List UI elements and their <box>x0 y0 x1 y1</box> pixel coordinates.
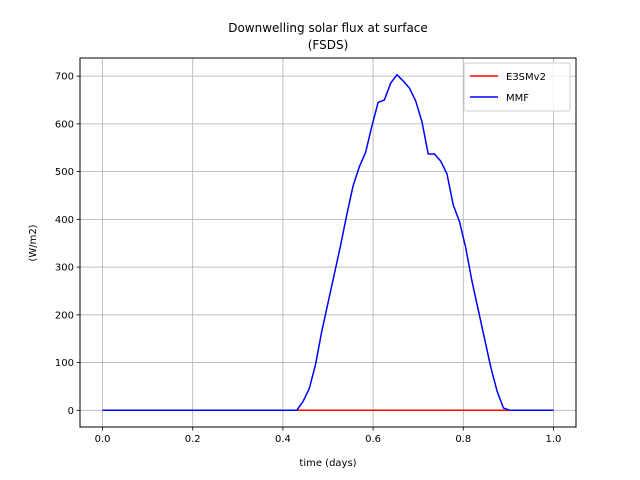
legend-label: MMF <box>506 93 529 104</box>
x-axis-label: time (days) <box>299 458 356 469</box>
legend: E3SMv2 MMF <box>463 62 571 112</box>
y-tick-label: 300 <box>55 263 74 274</box>
grid <box>80 58 576 427</box>
ticks: 0.0 0.2 0.4 0.6 0.8 1.0 0 100 200 300 400 500 600 700 <box>55 72 562 445</box>
x-tick-label: 0.0 <box>95 434 111 445</box>
legend-label: E3SMv2 <box>506 72 546 83</box>
series-line-mmf <box>102 73 554 412</box>
legend-box <box>463 62 571 112</box>
chart-title: Downwelling solar flux at surface <box>228 21 428 35</box>
x-tick-label: 0.4 <box>275 434 291 445</box>
x-tick-label: 0.6 <box>365 434 381 445</box>
chart-subtitle: (FSDS) <box>308 38 349 52</box>
y-tick-label: 200 <box>55 310 74 321</box>
x-tick-label: 0.2 <box>185 434 201 445</box>
y-tick-label: 700 <box>55 72 74 83</box>
plot-frame <box>79 57 577 428</box>
x-tick-label: 0.8 <box>455 434 471 445</box>
y-axis-label: (W/m2) <box>28 224 39 261</box>
y-tick-label: 400 <box>55 215 74 226</box>
y-tick-label: 600 <box>55 119 74 130</box>
series-layer <box>102 73 554 412</box>
y-tick-label: 0 <box>68 406 74 417</box>
y-tick-label: 500 <box>55 167 74 178</box>
x-tick-label: 1.0 <box>546 434 562 445</box>
y-tick-label: 100 <box>55 358 74 369</box>
